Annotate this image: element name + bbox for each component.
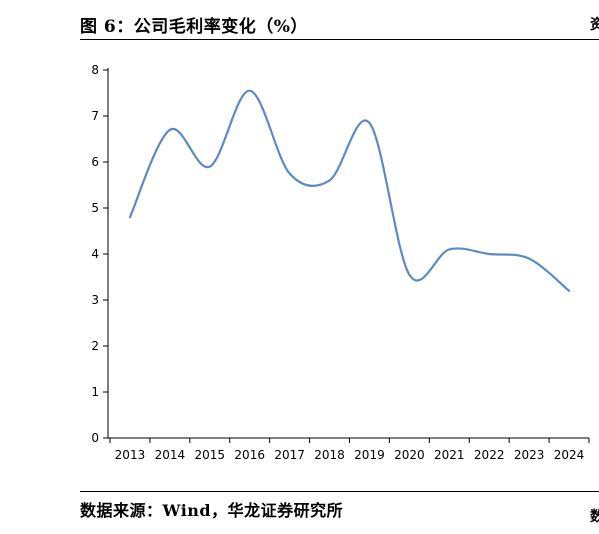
y-tick-label: 7 — [91, 109, 99, 123]
adjacent-column-fragment: 资 — [590, 17, 599, 33]
y-tick-label: 1 — [91, 385, 99, 399]
y-tick-label: 3 — [91, 293, 99, 307]
x-tick-label: 2020 — [394, 448, 425, 462]
y-tick-label: 2 — [91, 339, 99, 353]
x-tick-label: 2023 — [514, 448, 545, 462]
x-tick-label: 2015 — [195, 448, 226, 462]
y-axis: 0 1 2 3 4 5 6 7 8 — [91, 63, 109, 445]
x-tick-label: 2017 — [274, 448, 305, 462]
title-rule — [80, 39, 599, 40]
x-tick-label: 2019 — [354, 448, 385, 462]
x-tick-label: 2014 — [155, 448, 186, 462]
data-point-2022 — [488, 253, 490, 255]
data-point-2023 — [528, 257, 530, 259]
x-tick-label: 2024 — [554, 448, 585, 462]
data-point-2024 — [568, 290, 570, 292]
data-point-2016 — [249, 90, 251, 92]
series-group — [128, 89, 571, 292]
x-tick-label: 2018 — [314, 448, 345, 462]
gross-margin-line — [128, 89, 571, 292]
data-point-2020 — [408, 274, 410, 276]
y-tick-label: 8 — [91, 63, 99, 77]
data-point-2017 — [288, 172, 290, 174]
figure-source: 数据来源：Wind，华龙证券研究所 — [80, 501, 344, 520]
data-point-2021 — [448, 248, 450, 250]
x-tick-label: 2016 — [234, 448, 265, 462]
x-tick-label: 2021 — [434, 448, 465, 462]
x-tick-label: 2022 — [474, 448, 505, 462]
adjacent-column-fragment-bottom: 数 — [590, 509, 599, 525]
data-point-2019 — [368, 122, 370, 124]
y-tick-label: 5 — [91, 201, 99, 215]
figure-title: 图 6：公司毛利率变化（%） — [80, 17, 308, 37]
x-axis: 2013 2014 2015 2016 2017 2018 2019 2020 2021 2022… — [108, 437, 590, 462]
data-point-2015 — [209, 165, 211, 167]
data-point-2018 — [328, 179, 330, 181]
y-tick-label: 6 — [91, 155, 99, 169]
y-tick-label: 4 — [91, 247, 99, 261]
x-tick-label: 2013 — [115, 448, 146, 462]
data-point-2013 — [129, 216, 131, 218]
y-tick-label: 0 — [91, 431, 99, 445]
data-point-2014 — [169, 129, 171, 131]
source-rule — [80, 491, 599, 492]
